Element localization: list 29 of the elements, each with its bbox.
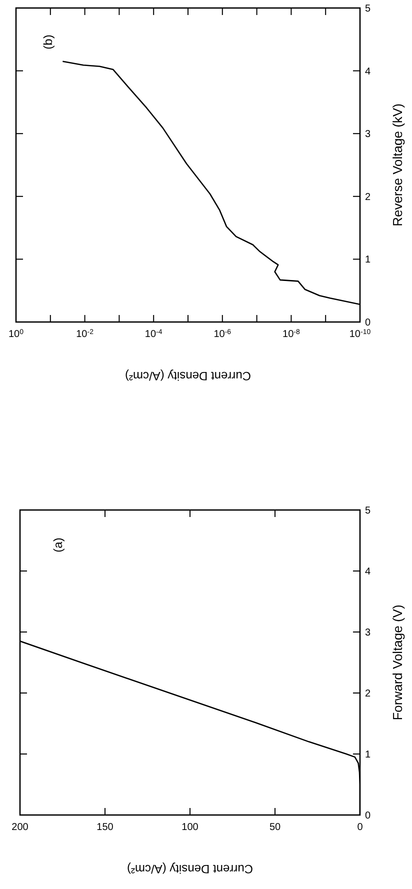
x-tick-label: 200 — [12, 822, 29, 833]
y-tick-label: 4 — [365, 566, 371, 578]
x-axis-title: Current Density (A/cm²) — [124, 369, 252, 383]
x-tick-label: 10$^{-6}$ — [214, 328, 232, 340]
y-tick-label: 2 — [365, 688, 371, 700]
y-tick-label: 1 — [365, 750, 371, 760]
x-axis-title: Current Density (A/cm²) — [126, 862, 254, 876]
x-tick-label: 100 — [182, 822, 199, 833]
x-tick-label: 10$^{-2}$ — [76, 328, 94, 340]
y-tick-label: 5 — [365, 506, 371, 516]
x-tick-label: 10$^{-8}$ — [282, 328, 300, 340]
y-tick-label: 4 — [365, 66, 371, 78]
x-tick-label: 10$^{0}$ — [8, 328, 24, 340]
y-axis-title: Reverse Voltage (kV) — [390, 104, 405, 226]
x-tick-label: 10$^{-10}$ — [349, 328, 371, 340]
y-axis-title: Forward Voltage (V) — [390, 604, 405, 720]
x-tick-label: 0 — [357, 822, 364, 833]
x-tick-label: 10$^{-4}$ — [144, 328, 162, 340]
x-tick-label: 150 — [96, 822, 114, 833]
y-tick-label: 5 — [365, 4, 371, 14]
y-tick-label: 3 — [365, 628, 371, 638]
x-tick-label: 50 — [269, 822, 281, 833]
y-tick-label: 1 — [365, 254, 371, 266]
y-tick-label: 0 — [365, 810, 371, 822]
annotation: (b) — [41, 34, 55, 50]
annotation: (a) — [51, 538, 65, 552]
y-tick-label: 2 — [365, 192, 371, 203]
y-tick-label: 0 — [365, 318, 371, 328]
y-tick-label: 3 — [365, 129, 371, 140]
